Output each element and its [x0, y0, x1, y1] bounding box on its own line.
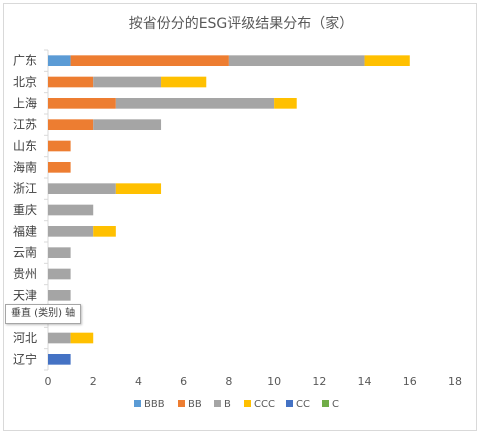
bar-cc — [48, 354, 71, 365]
bar-bbb — [48, 55, 71, 66]
category-label: 山东 — [13, 139, 37, 153]
bar-b — [48, 268, 71, 280]
category-label: 贵州 — [13, 267, 37, 281]
bar-ccc — [274, 98, 297, 109]
bar-bb — [48, 76, 94, 88]
bar-b — [48, 290, 71, 301]
legend: BBB BB B CCC CC C — [134, 399, 339, 410]
legend-label-c: C — [332, 399, 339, 410]
bar-ccc — [161, 76, 207, 88]
bar-bb — [48, 98, 116, 109]
category-label: 江苏 — [13, 118, 37, 132]
chart-title: 按省份分的ESG评级结果分布（家） — [129, 15, 354, 32]
x-tick-label: 8 — [225, 375, 232, 388]
bar-ccc — [70, 332, 94, 344]
bar-b — [93, 76, 162, 88]
category-label: 辽宁 — [13, 351, 37, 366]
bar-b — [48, 226, 94, 237]
bar-b — [93, 119, 162, 130]
bar-b — [48, 183, 116, 194]
category-label: 重庆 — [13, 203, 37, 217]
bar-ccc — [364, 55, 410, 66]
bar-b — [48, 332, 71, 344]
legend-label-b: B — [224, 399, 231, 410]
legend-swatch-bb — [178, 400, 185, 407]
legend-swatch-ccc — [244, 400, 251, 407]
plot-area: 广东北京上海江苏山东海南浙江重庆福建云南贵州天津吉林河北辽宁0246810121… — [13, 49, 462, 388]
category-label: 浙江 — [13, 182, 37, 196]
legend-label-bb: BB — [188, 399, 202, 410]
bar-b — [228, 55, 365, 66]
bar-b — [115, 98, 275, 109]
category-label: 广东 — [13, 54, 37, 68]
x-tick-label: 16 — [403, 375, 417, 388]
x-tick-label: 12 — [312, 375, 326, 388]
legend-label-cc: CC — [296, 399, 310, 410]
legend-swatch-b — [214, 400, 221, 407]
bar-bb — [48, 162, 71, 173]
x-tick-label: 4 — [135, 375, 142, 388]
category-label: 福建 — [13, 223, 37, 238]
axis-tooltip: 垂直 (类别) 轴 — [5, 304, 82, 324]
category-label: 海南 — [13, 159, 37, 174]
chart-area — [3, 3, 477, 431]
legend-swatch-bbb — [134, 400, 141, 407]
legend-label-ccc: CCC — [254, 399, 275, 410]
bar-bb — [70, 55, 229, 66]
category-label: 云南 — [13, 245, 37, 260]
x-tick-label: 14 — [358, 375, 372, 388]
x-tick-label: 6 — [180, 375, 187, 388]
x-tick-label: 2 — [90, 375, 97, 388]
bar-bb — [48, 140, 71, 152]
x-tick-label: 18 — [448, 375, 462, 388]
legend-swatch-cc — [286, 400, 293, 407]
bar-ccc — [115, 183, 162, 194]
x-tick-label: 0 — [45, 375, 52, 388]
category-label: 河北 — [13, 331, 37, 345]
category-label: 上海 — [13, 95, 37, 110]
legend-swatch-c — [322, 400, 329, 407]
bar-b — [48, 204, 94, 216]
bar-ccc — [93, 226, 116, 237]
bar-bb — [48, 119, 94, 130]
bar-b — [48, 247, 71, 258]
legend-label-bbb: BBB — [144, 399, 165, 410]
x-tick-label: 10 — [267, 375, 281, 388]
category-label: 天津 — [13, 288, 37, 302]
category-label: 北京 — [13, 75, 37, 89]
